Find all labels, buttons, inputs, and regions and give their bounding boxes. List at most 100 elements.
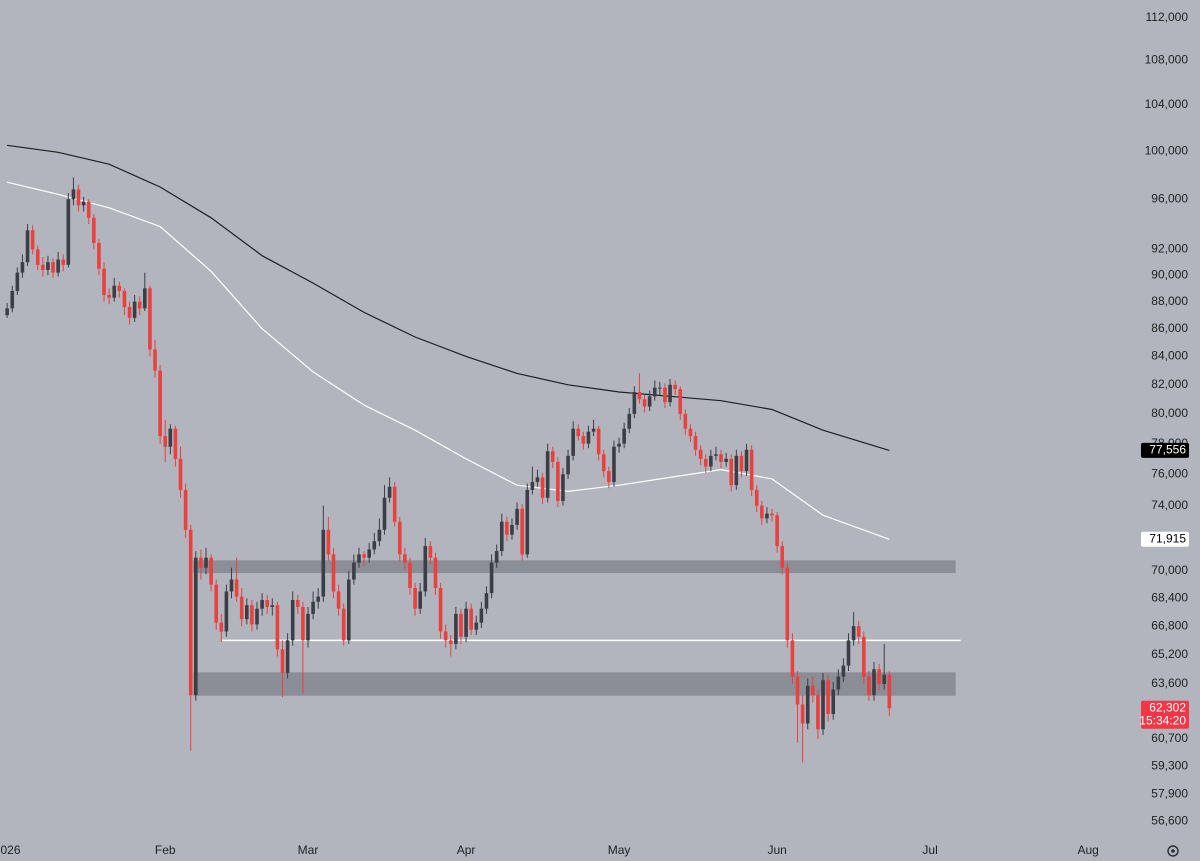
candle-body [882,674,887,684]
candle-body [336,591,341,609]
candle [867,671,871,701]
candle-body [647,396,652,407]
x-tick-label: Feb [155,843,176,857]
settings-icon[interactable] [1167,845,1179,857]
candle [816,689,820,739]
candle-body [229,579,234,592]
candle [245,598,249,625]
candle-body [46,262,50,270]
candle-body [194,557,198,696]
candle [20,254,25,278]
candle-body [10,291,15,309]
candle-body [163,436,168,447]
candle-body [846,640,851,666]
candle [438,582,443,639]
candle-body [25,230,30,263]
y-tick-label: 60,700 [1151,731,1188,745]
candle [862,631,866,684]
candle-body [545,451,550,498]
gear-center[interactable] [1171,849,1175,853]
candle [301,601,305,694]
y-tick-label: 84,000 [1151,349,1188,363]
candle-body [785,567,790,641]
candle [362,551,366,567]
candle [765,507,769,524]
y-tick-label: 65,200 [1151,647,1188,661]
candle [459,608,463,644]
candle-body [387,486,392,498]
candle [204,547,208,575]
candle-body [479,608,484,623]
candle [612,440,616,487]
candle [795,671,800,743]
candle [352,554,356,585]
candle [66,193,71,268]
candle-body [607,471,611,483]
candle [673,380,677,395]
candle-body [20,262,25,273]
candle-body [66,199,71,265]
candle [112,277,117,302]
candle-body [413,588,417,609]
candle-body [739,455,744,472]
candle-body [566,455,570,475]
candle-body [693,436,698,450]
price-tag [1141,442,1189,458]
candle [494,544,499,568]
candle-body [612,446,616,483]
candle [331,547,336,599]
candle [270,598,275,616]
candle-body [362,554,366,558]
candle-body [311,601,315,614]
candle [194,551,198,701]
candle [724,452,728,467]
candle [887,671,892,716]
candle [811,676,815,703]
gear[interactable] [1167,845,1179,857]
candle-body [851,626,856,641]
candle [10,285,15,313]
candle [41,257,45,277]
candle [173,425,178,467]
candle-body [377,529,382,542]
candle [520,504,524,562]
y-tick-label: 96,000 [1151,191,1188,205]
candle-body [469,608,473,630]
candle [250,600,254,632]
candle-body [489,562,494,594]
candle [622,422,626,449]
candle [698,445,703,465]
candle [183,483,188,538]
candle-body [688,428,693,437]
candle-body [877,669,881,684]
candle [102,262,106,302]
candle [280,640,285,697]
candle [596,425,601,461]
x-tick-label: Mar [298,843,319,857]
candle-body [428,546,433,558]
candle-body [601,454,606,472]
candle-body [714,454,718,456]
y-tick-label: 108,000 [1145,53,1189,67]
candle [607,466,611,489]
candle [71,177,76,206]
y-tick-label: 56,600 [1151,813,1188,827]
candle-body [250,605,254,625]
candle [265,594,270,614]
candle-body [632,391,637,414]
candle [423,537,428,597]
candle-body [887,674,892,709]
candle-body [831,689,836,714]
candle-body [474,622,479,630]
candle [647,390,652,411]
candle [86,199,91,225]
candle [51,258,55,278]
candle-body [331,554,336,592]
candle [25,224,30,267]
candle [392,482,397,527]
candle [652,380,657,401]
candle [387,477,392,503]
candle-body [403,554,407,563]
candle [499,513,504,557]
y-tick-label: 57,900 [1151,787,1188,801]
